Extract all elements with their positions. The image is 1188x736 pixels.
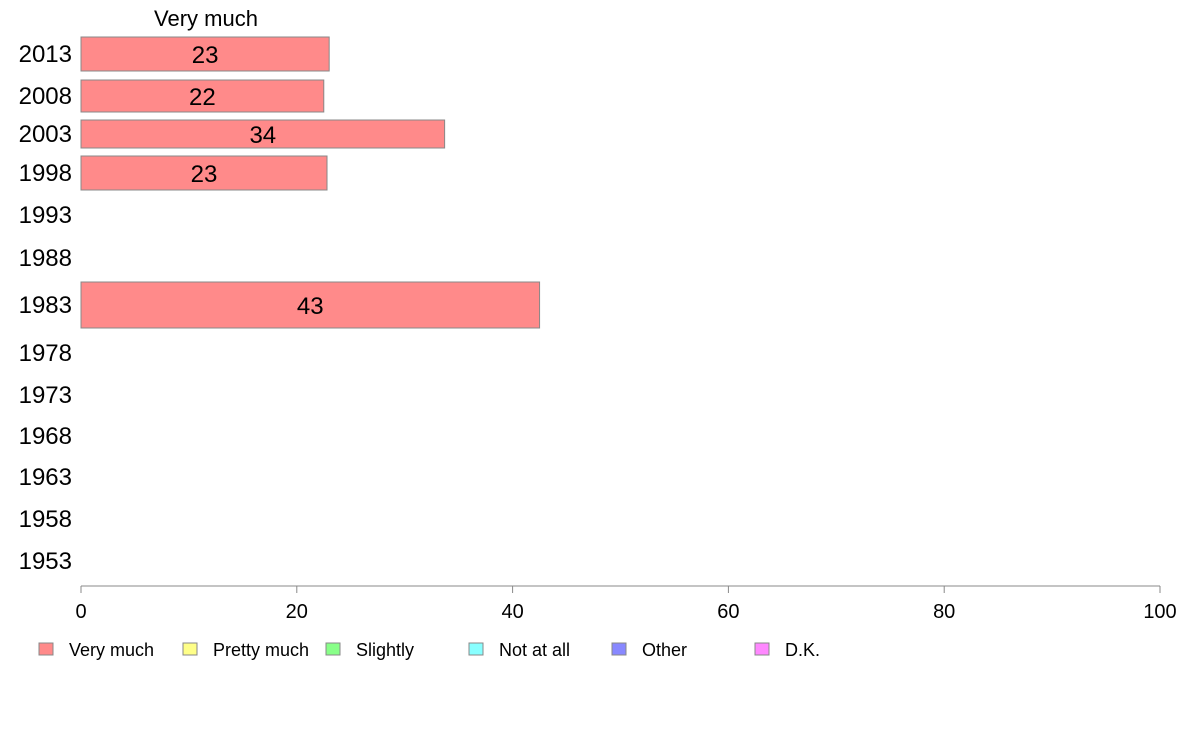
- legend-label-slightly: Slightly: [356, 640, 414, 660]
- series-header: Very much: [154, 6, 258, 31]
- x-tick-label-60: 60: [717, 601, 739, 623]
- legend-label-very-much: Very much: [69, 640, 154, 660]
- bar-1983: [80, 281, 541, 329]
- year-label-1953: 1953: [19, 548, 72, 575]
- bars: 23 22 34 23 43: [80, 36, 541, 329]
- bar-2008: [80, 79, 325, 113]
- bar-value-label-1998: 23: [191, 161, 218, 188]
- bar-value-label-1983: 43: [297, 293, 324, 320]
- legend: Very much Pretty much Slightly Not at all Ot…: [38, 640, 820, 660]
- bar-1998: [80, 155, 328, 191]
- bar-2003: [80, 119, 446, 149]
- legend-swatch-not-at-all: [468, 642, 484, 656]
- x-tick-label-80: 80: [933, 601, 955, 623]
- x-tick-label-40: 40: [501, 601, 523, 623]
- year-label-1958: 1958: [19, 506, 72, 533]
- year-labels: 2013 2008 2003 1998 1993 1988 1983 1978 1973 1968…: [19, 41, 72, 575]
- year-label-1973: 1973: [19, 382, 72, 409]
- year-label-1968: 1968: [19, 423, 72, 450]
- x-tick-label-100: 100: [1143, 601, 1176, 623]
- year-label-1978: 1978: [19, 340, 72, 367]
- legend-swatch-other: [611, 642, 627, 656]
- legend-swatch-slightly: [325, 642, 341, 656]
- year-label-2013: 2013: [19, 41, 72, 68]
- year-label-2008: 2008: [19, 83, 72, 110]
- legend-swatch-very-much: [38, 642, 54, 656]
- year-label-1983: 1983: [19, 292, 72, 319]
- bar-2013: [80, 36, 330, 72]
- year-label-1998: 1998: [19, 160, 72, 187]
- x-axis: 0 20 40 60 80 100: [75, 585, 1177, 623]
- legend-label-other: Other: [642, 640, 687, 660]
- legend-label-pretty-much: Pretty much: [213, 640, 309, 660]
- legend-swatch-d-k: [754, 642, 770, 656]
- year-label-2003: 2003: [19, 121, 72, 148]
- bar-value-label-2013: 23: [192, 42, 219, 69]
- year-label-1963: 1963: [19, 464, 72, 491]
- bar-value-label-2003: 34: [249, 122, 276, 149]
- legend-swatch-pretty-much: [182, 642, 198, 656]
- x-tick-label-0: 0: [75, 601, 86, 623]
- legend-label-d-k: D.K.: [785, 640, 820, 660]
- year-label-1988: 1988: [19, 245, 72, 272]
- x-tick-label-20: 20: [286, 601, 308, 623]
- legend-label-not-at-all: Not at all: [499, 640, 570, 660]
- bar-value-label-2008: 22: [189, 84, 216, 111]
- year-label-1993: 1993: [19, 202, 72, 229]
